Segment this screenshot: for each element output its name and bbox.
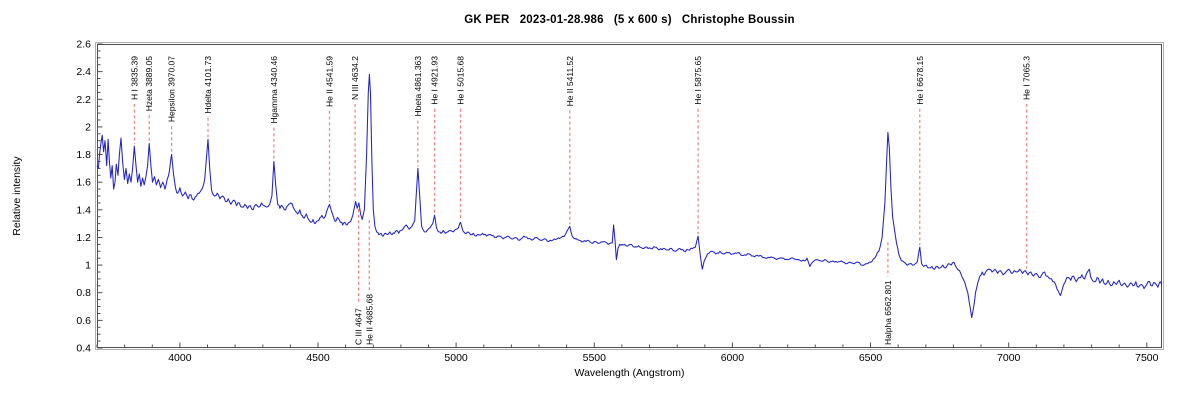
annotation-label: Hbeta 4861.363 xyxy=(413,56,423,117)
chart-title: GK PER 2023-01-28.986 (5 x 600 s) Christ… xyxy=(464,14,795,26)
annotation-label: He I 5015.68 xyxy=(456,56,466,105)
x-tick-label: 6000 xyxy=(721,352,745,364)
plot-frame xyxy=(97,44,1162,348)
y-tick-label: 1.2 xyxy=(76,232,91,244)
annotation-label: N III 4634.2 xyxy=(350,56,360,100)
x-tick-label: 4500 xyxy=(306,352,330,364)
annotation-label: He II 4685.68 xyxy=(364,294,374,345)
annotation-label: He I 7065.3 xyxy=(1022,56,1032,100)
annotation-label: He II 4541.59 xyxy=(325,56,335,107)
annotation-label: He I 5875.65 xyxy=(693,56,703,105)
spectrum-line xyxy=(96,73,1163,319)
y-tick-label: 0.8 xyxy=(76,287,91,299)
y-tick-label: 0.4 xyxy=(76,343,91,355)
y-tick-label: 2.6 xyxy=(76,39,91,51)
y-tick-label: 1.8 xyxy=(76,149,91,161)
y-tick-label: 1.4 xyxy=(76,204,91,216)
x-tick-label: 7500 xyxy=(1135,352,1159,364)
annotation-label: C III 4647 xyxy=(354,308,364,345)
y-tick-label: 1.6 xyxy=(76,177,91,189)
plot-frame-outer xyxy=(95,42,1164,350)
x-tick-label: 5500 xyxy=(583,352,607,364)
annotation-label: Halpha 6562.801 xyxy=(883,280,893,345)
y-tick-label: 2.4 xyxy=(76,66,91,78)
x-tick-label: 6500 xyxy=(859,352,883,364)
x-tick-label: 5000 xyxy=(444,352,468,364)
y-tick-label: 2.2 xyxy=(76,94,91,106)
annotation-label: Hgamma 4340.46 xyxy=(269,56,279,124)
annotation-label: Hzeta 3889.05 xyxy=(144,56,154,112)
y-tick-label: 1 xyxy=(85,260,91,272)
x-axis-title: Wavelength (Angstrom) xyxy=(574,367,685,379)
x-tick-label: 4000 xyxy=(168,352,192,364)
annotation-label: He I 4921.93 xyxy=(430,56,440,105)
y-tick-label: 2 xyxy=(85,121,91,133)
annotation-label: Hepsilon 3970.07 xyxy=(167,56,177,122)
annotation-label: He II 5411.52 xyxy=(565,56,575,107)
annotation-label: H I 3835.39 xyxy=(129,56,139,100)
annotation-label: He I 6678.15 xyxy=(915,56,925,105)
y-tick-label: 0.6 xyxy=(76,315,91,327)
annotation-label: Hdelta 4101.73 xyxy=(203,56,213,114)
x-tick-label: 7000 xyxy=(997,352,1021,364)
